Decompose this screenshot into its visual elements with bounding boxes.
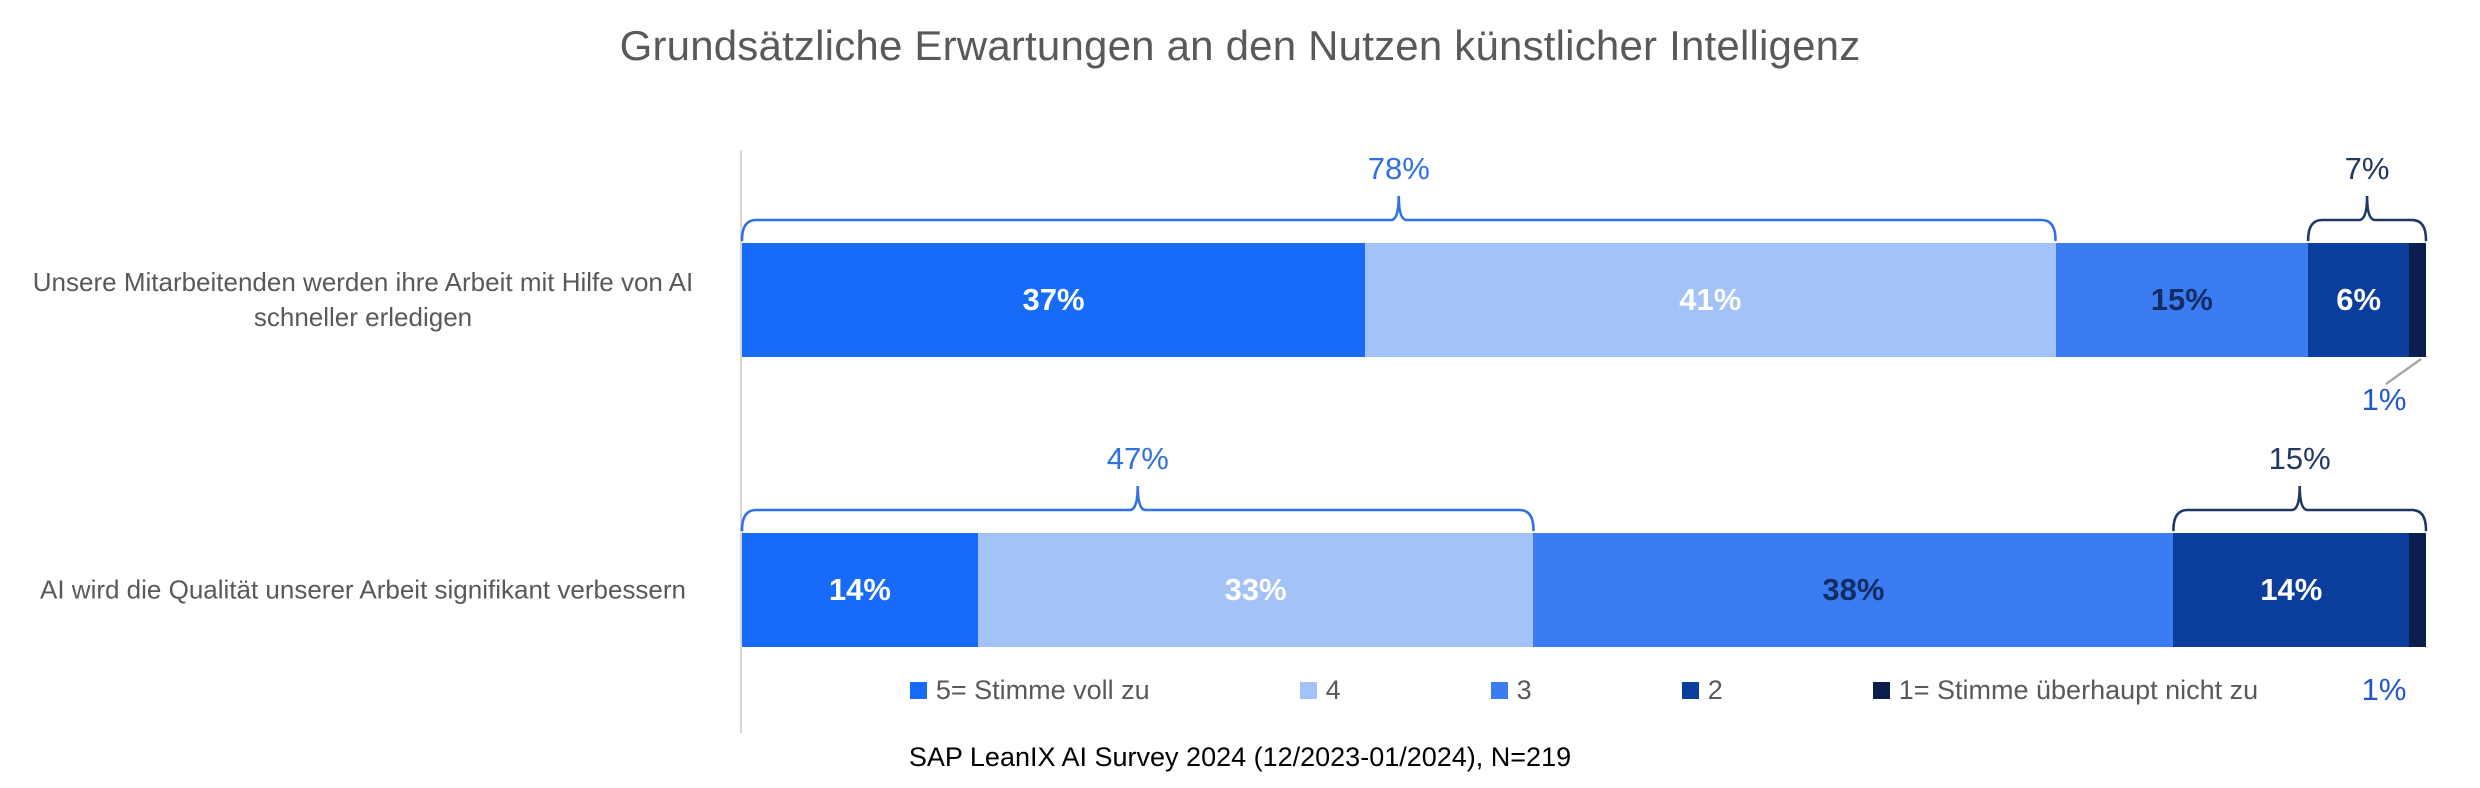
legend-swatch xyxy=(909,681,927,699)
segment-value-label: 14% xyxy=(828,572,891,607)
agree-sum-label: 78% xyxy=(1367,151,1430,186)
category-label: AI wird die Qualität unserer Arbeit sign… xyxy=(40,574,686,605)
segment-value-label: 37% xyxy=(1022,282,1085,317)
legend-swatch xyxy=(1681,681,1699,699)
stacked-bar: 37% 41% 15% 6% xyxy=(742,243,2426,357)
legend-item: 3 xyxy=(1490,674,1532,706)
segment-value-label: 41% xyxy=(1679,282,1742,317)
bar-segment xyxy=(2409,533,2426,647)
legend-swatch xyxy=(1490,681,1508,699)
callout-leader-line xyxy=(2385,358,2422,385)
source-note: SAP LeanIX AI Survey 2024 (12/2023-01/20… xyxy=(908,742,1572,772)
legend-item: 2 xyxy=(1681,674,1723,706)
bar-segment: 37% xyxy=(742,243,1366,357)
bar-segment xyxy=(2409,243,2426,357)
legend-label: 1= Stimme überhaupt nicht zu xyxy=(1898,674,2259,705)
legend-swatch xyxy=(1299,681,1317,699)
category-label: Unsere Mitarbeitenden werden ihre Arbeit… xyxy=(32,266,694,332)
stacked-bar: 14% 33% 38% 14% xyxy=(742,533,2426,647)
legend-label: 2 xyxy=(1707,674,1723,705)
segment-value-label: 33% xyxy=(1224,572,1287,607)
segment-value-label: 15% xyxy=(2150,282,2213,317)
legend-label: 5= Stimme voll zu xyxy=(935,674,1150,705)
legend: 5= Stimme voll zu 4 3 2 1= Stimme überhaupt … xyxy=(742,672,2426,708)
legend-item: 4 xyxy=(1299,674,1341,706)
legend-item: 1= Stimme überhaupt nicht zu xyxy=(1872,674,2259,706)
agree-sum-label: 47% xyxy=(1106,441,1169,476)
bar-segment: 6% xyxy=(2308,243,2410,357)
disagree-sum-bracket xyxy=(2172,485,2428,532)
agree-sum-bracket xyxy=(740,195,2057,242)
segment-value-label: 38% xyxy=(1822,572,1885,607)
legend-swatch xyxy=(1872,681,1890,699)
one-percent-callout: 1% xyxy=(2361,672,2407,707)
disagree-sum-label: 7% xyxy=(2344,151,2390,186)
y-axis-line xyxy=(740,150,742,733)
bar-segment: 33% xyxy=(977,533,1534,647)
bar-segment: 38% xyxy=(1533,533,2174,647)
chart-title: Grundsätzliche Erwartungen an den Nutzen… xyxy=(619,22,1861,69)
disagree-sum-bracket xyxy=(2306,195,2428,242)
agree-sum-bracket xyxy=(740,485,1535,532)
segment-value-label: 14% xyxy=(2260,572,2323,607)
bar-segment: 41% xyxy=(1365,243,2056,357)
bar-segment: 14% xyxy=(742,533,978,647)
bar-segment: 15% xyxy=(2055,243,2309,357)
legend-item: 5= Stimme voll zu xyxy=(909,674,1150,706)
segment-value-label: 6% xyxy=(2336,282,2382,317)
one-percent-callout: 1% xyxy=(2361,382,2407,417)
legend-label: 3 xyxy=(1516,674,1532,705)
bar-segment: 14% xyxy=(2173,533,2410,647)
legend-label: 4 xyxy=(1325,674,1341,705)
disagree-sum-label: 15% xyxy=(2268,441,2331,476)
